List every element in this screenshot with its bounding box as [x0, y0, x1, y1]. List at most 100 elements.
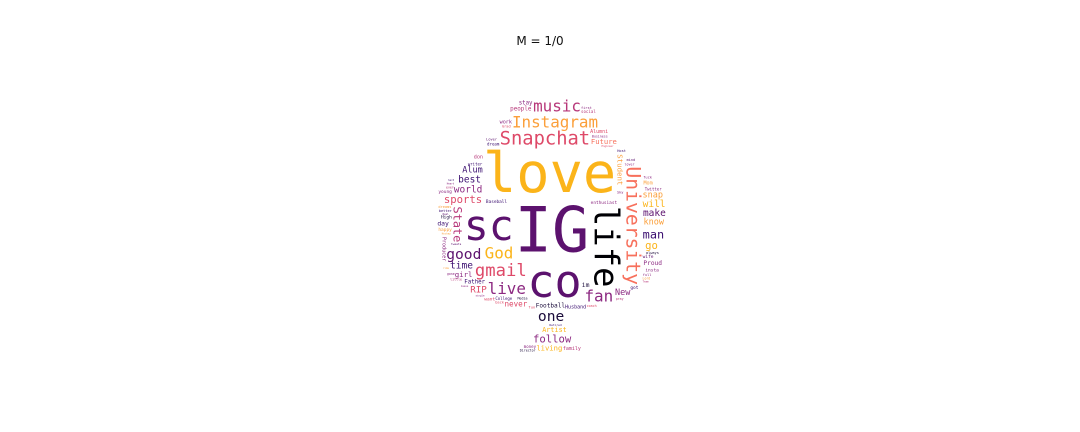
word-business: Business — [592, 134, 608, 138]
word-sports: sports — [444, 194, 482, 206]
word-first: first — [581, 106, 592, 110]
word-football: Football — [536, 303, 566, 310]
word-work: work — [500, 119, 512, 125]
word-never: never — [504, 300, 527, 309]
word-jesus: Jesus — [461, 284, 469, 288]
word-social: social — [581, 109, 596, 114]
word-fun: fun — [528, 305, 535, 310]
word-sc: sc — [464, 201, 514, 250]
word-lord: Lord — [643, 277, 651, 281]
word-host: Host — [617, 149, 626, 153]
word-follow: follow — [533, 333, 572, 345]
word-im: im — [582, 281, 590, 289]
word-grad: Grad — [502, 125, 511, 129]
word-full: full — [643, 273, 652, 277]
word-husband: Husband — [565, 305, 586, 311]
word-father: Father — [464, 280, 485, 286]
word-real: Real — [443, 212, 450, 216]
word-hockey: Hockey — [442, 231, 452, 235]
word-snapchat: Snapchat — [500, 129, 590, 150]
word-sky: Sky — [617, 190, 624, 194]
word-state: State — [451, 207, 465, 243]
word-alum: Alum — [462, 165, 482, 175]
word-little: little — [450, 278, 462, 282]
word-student: Student — [615, 154, 624, 185]
word-day: day — [437, 219, 449, 227]
word-young: young — [438, 190, 452, 195]
word-live: live — [488, 279, 526, 298]
word-co: co — [527, 255, 581, 308]
word-time: time — [450, 261, 473, 272]
word-back: back — [495, 301, 504, 305]
word-enthusiast: enthusiast — [591, 200, 618, 206]
word-life: life — [587, 206, 626, 288]
word-twitter: Twitter — [645, 187, 662, 192]
word-fuck: fuck — [643, 175, 652, 179]
word-ig: IG — [515, 194, 590, 267]
word-girl: girl — [455, 270, 473, 279]
word-engineer: Engineer — [601, 144, 614, 148]
word-proud: Proud — [643, 260, 662, 267]
word-fan: fan — [584, 286, 613, 305]
word-college: College — [495, 296, 512, 301]
word-man: man — [643, 228, 664, 242]
word-world: world — [454, 184, 483, 195]
word-living: living — [536, 344, 562, 353]
word-artist: Artist — [542, 326, 567, 334]
word-mom: Mom — [643, 181, 652, 187]
word-lover: lover — [625, 162, 635, 166]
word-single: single — [475, 294, 485, 298]
word-insta: insta — [645, 267, 659, 273]
word-mind: mind — [627, 158, 636, 162]
word-one: one — [538, 308, 564, 325]
word-want: want — [484, 296, 495, 302]
word-love: love — [483, 142, 616, 206]
word-media: Media — [518, 296, 528, 300]
word-coach: coach — [587, 304, 597, 308]
word-know: know — [644, 218, 665, 228]
word-future: Future — [591, 137, 617, 146]
word-happy: happy — [438, 227, 452, 233]
word-dreams: dreams — [438, 205, 451, 209]
word-family: family — [563, 346, 581, 352]
word-wife: wife — [643, 254, 654, 260]
word-money: money — [524, 344, 537, 349]
word-got: got — [630, 285, 638, 291]
word-don: don — [474, 155, 483, 161]
word-go: go — [645, 240, 658, 252]
word-director: Director — [520, 348, 536, 352]
word-lover: Lover — [486, 138, 498, 142]
word-will: will — [643, 199, 666, 210]
word-retired: Retired — [549, 323, 561, 327]
word-make: make — [643, 208, 666, 219]
word-rip: RIP — [470, 285, 487, 296]
word-team: Team — [643, 280, 650, 284]
word-god: God — [485, 244, 514, 263]
word-alumni: Alumni — [590, 129, 608, 135]
word-music: music — [533, 97, 581, 116]
word-tweets: tweets — [451, 242, 462, 246]
chart-title: M = 1/0 — [516, 34, 564, 48]
word-writer: writer — [468, 161, 483, 166]
word-ever: ever — [446, 186, 454, 190]
word-always: always — [646, 251, 659, 255]
word-ride: ride — [443, 266, 450, 270]
word-university: University — [622, 166, 645, 285]
word-pray: pray — [616, 297, 624, 301]
word-better: better — [439, 209, 453, 213]
word-snap: snap — [643, 190, 663, 200]
word-gone: gone — [447, 272, 455, 276]
word-dream: dream — [487, 142, 500, 147]
word-people: people — [510, 107, 532, 113]
word-good: good — [446, 246, 481, 263]
word-stay: stay — [519, 101, 533, 107]
word-heart: Heart — [447, 182, 455, 186]
word-baseball: Baseball — [486, 199, 508, 205]
word-new: New — [615, 288, 631, 298]
word-hard: hard — [448, 178, 455, 182]
word-best: best — [458, 175, 481, 186]
word-high: High — [441, 215, 452, 221]
word-producer: Producer — [441, 237, 447, 262]
word-gmail: gmail — [475, 261, 527, 281]
